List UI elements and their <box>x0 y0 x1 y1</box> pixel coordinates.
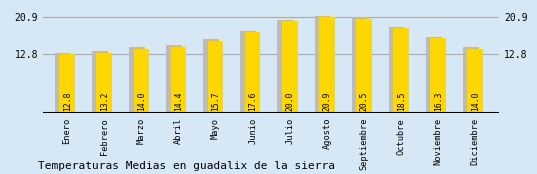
Text: 18.5: 18.5 <box>396 92 405 111</box>
Text: Temperaturas Medias en guadalix de la sierra: Temperaturas Medias en guadalix de la si… <box>38 161 335 171</box>
Bar <box>315 15 330 113</box>
Bar <box>55 53 70 113</box>
Text: 14.0: 14.0 <box>137 92 146 111</box>
Text: 20.0: 20.0 <box>285 92 294 111</box>
Bar <box>352 17 367 113</box>
Bar <box>166 45 182 113</box>
Bar <box>97 53 112 113</box>
Text: 13.2: 13.2 <box>100 92 108 111</box>
Text: 12.8: 12.8 <box>63 92 71 111</box>
Bar <box>389 27 404 113</box>
Text: 16.3: 16.3 <box>434 92 442 111</box>
Bar <box>426 37 441 113</box>
Bar <box>171 47 186 113</box>
Bar <box>278 20 293 113</box>
Bar <box>393 28 409 113</box>
Bar <box>430 38 446 113</box>
Bar <box>356 19 372 113</box>
Bar <box>319 17 335 113</box>
Text: 17.6: 17.6 <box>248 92 257 111</box>
Bar <box>241 31 256 113</box>
Text: 15.7: 15.7 <box>211 92 220 111</box>
Bar <box>134 49 149 113</box>
Bar <box>204 39 219 113</box>
Bar <box>208 41 223 113</box>
Bar <box>129 47 144 113</box>
Text: 20.5: 20.5 <box>359 92 368 111</box>
Text: 14.0: 14.0 <box>471 92 480 111</box>
Text: 14.4: 14.4 <box>174 92 183 111</box>
Bar <box>468 49 483 113</box>
Bar <box>92 51 107 113</box>
Bar <box>59 54 75 113</box>
Bar <box>282 21 297 113</box>
Text: 20.9: 20.9 <box>322 92 331 111</box>
Bar <box>245 32 260 113</box>
Bar <box>463 47 478 113</box>
